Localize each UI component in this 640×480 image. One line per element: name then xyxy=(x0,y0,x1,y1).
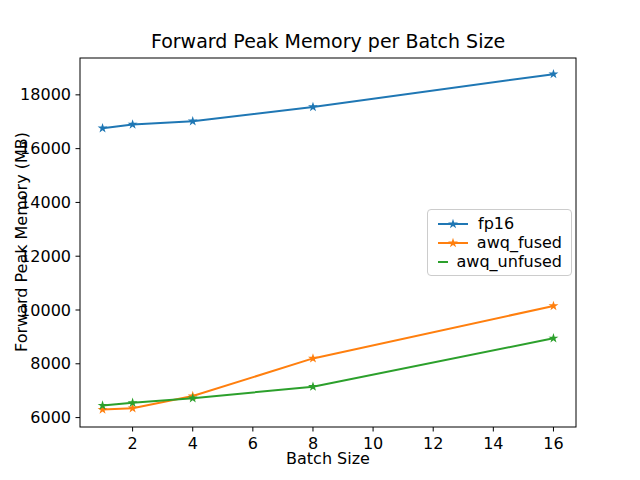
y-tick-label: 6000 xyxy=(30,408,71,427)
legend-item-awq_unfused: awq_unfused xyxy=(437,252,562,271)
legend-item-awq_fused: awq_fused xyxy=(437,233,562,252)
series-line-fp16 xyxy=(103,74,554,128)
legend-line-star-icon xyxy=(437,255,448,269)
x-axis-label: Batch Size xyxy=(80,449,576,468)
y-tick-label: 18000 xyxy=(20,85,71,104)
figure: Forward Peak Memory per Batch Size 24681… xyxy=(0,0,640,480)
legend-line-star-icon xyxy=(437,217,469,231)
legend-label: awq_fused xyxy=(477,235,562,251)
legend-label: fp16 xyxy=(478,216,514,232)
series-line-awq_fused xyxy=(103,306,554,410)
data-point-marker-awq_fused xyxy=(549,301,559,310)
legend-item-fp16: fp16 xyxy=(437,214,562,233)
legend-label: awq_unfused xyxy=(457,254,562,270)
series-line-awq_unfused xyxy=(103,338,554,405)
legend: fp16 awq_fused awq_unfused xyxy=(427,209,572,276)
y-tick-label: 8000 xyxy=(30,354,71,373)
y-axis-label: Forward Peak Memory (MB) xyxy=(12,132,31,352)
legend-line-star-icon xyxy=(437,236,468,250)
data-point-marker-awq_unfused xyxy=(549,333,559,342)
